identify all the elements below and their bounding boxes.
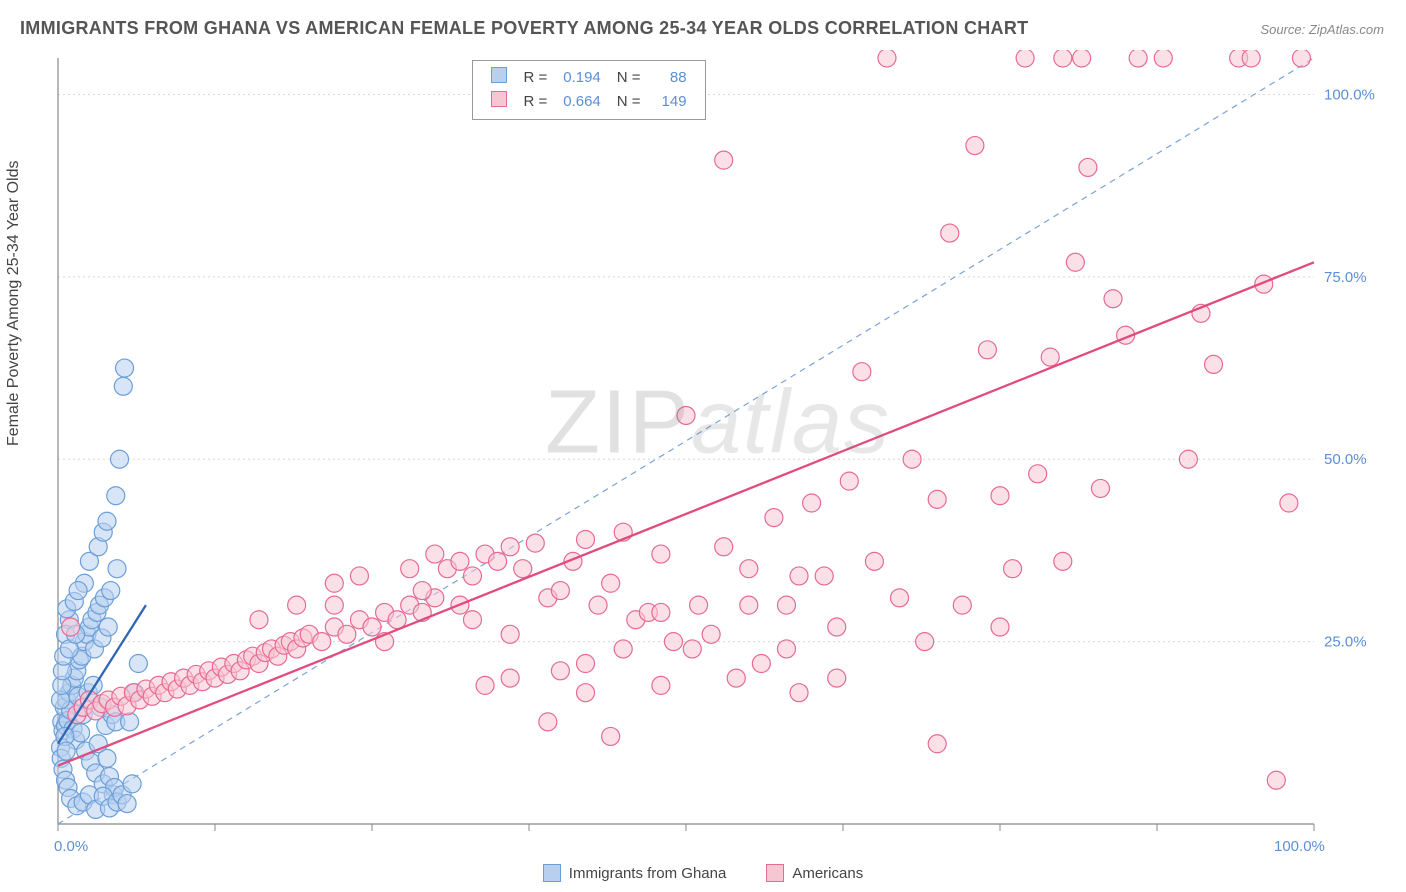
legend-label: Americans (792, 865, 863, 882)
svg-text:50.0%: 50.0% (1324, 451, 1367, 468)
chart-title: IMMIGRANTS FROM GHANA VS AMERICAN FEMALE… (20, 18, 1028, 39)
x-axis-legend: Immigrants from Ghana Americans (0, 864, 1406, 882)
stat-value-n: 88 (649, 65, 695, 89)
stat-value-r: 0.664 (555, 89, 609, 113)
svg-text:75.0%: 75.0% (1324, 269, 1367, 286)
correlation-row: R = 0.664 N = 149 (483, 89, 694, 113)
stat-label-r: R = (515, 89, 555, 113)
x-axis-min-label: 0.0% (54, 838, 88, 855)
correlation-legend-box: R = 0.194 N = 88 R = 0.664 N = 149 (472, 60, 705, 120)
legend-item: Americans (766, 864, 863, 882)
legend-swatch (766, 864, 784, 882)
chart-container: IMMIGRANTS FROM GHANA VS AMERICAN FEMALE… (0, 0, 1406, 892)
svg-text:25.0%: 25.0% (1324, 634, 1367, 651)
source-prefix: Source: (1260, 22, 1308, 37)
stat-label-n: N = (609, 65, 649, 89)
legend-swatch (543, 864, 561, 882)
series-swatch (491, 67, 507, 83)
x-axis-max-label: 100.0% (1274, 838, 1325, 855)
source-link[interactable]: ZipAtlas.com (1309, 22, 1384, 37)
legend-item: Immigrants from Ghana (543, 864, 727, 882)
svg-text:100.0%: 100.0% (1324, 86, 1375, 103)
y-axis-label: Female Poverty Among 25-34 Year Olds (5, 161, 23, 447)
correlation-table: R = 0.194 N = 88 R = 0.664 N = 149 (483, 65, 694, 113)
source-attribution: Source: ZipAtlas.com (1260, 22, 1384, 37)
plot-area: 25.0%50.0%75.0%100.0% ZIPatlas R = 0.194… (50, 50, 1386, 844)
correlation-row: R = 0.194 N = 88 (483, 65, 694, 89)
legend-label: Immigrants from Ghana (569, 865, 727, 882)
stat-value-r: 0.194 (555, 65, 609, 89)
scatter-plot-svg: 25.0% 50.0% 75.0% 100.0% (50, 50, 1386, 844)
stat-label-n: N = (609, 89, 649, 113)
stat-value-n: 149 (649, 89, 695, 113)
stat-label-r: R = (515, 65, 555, 89)
series-swatch (491, 91, 507, 107)
